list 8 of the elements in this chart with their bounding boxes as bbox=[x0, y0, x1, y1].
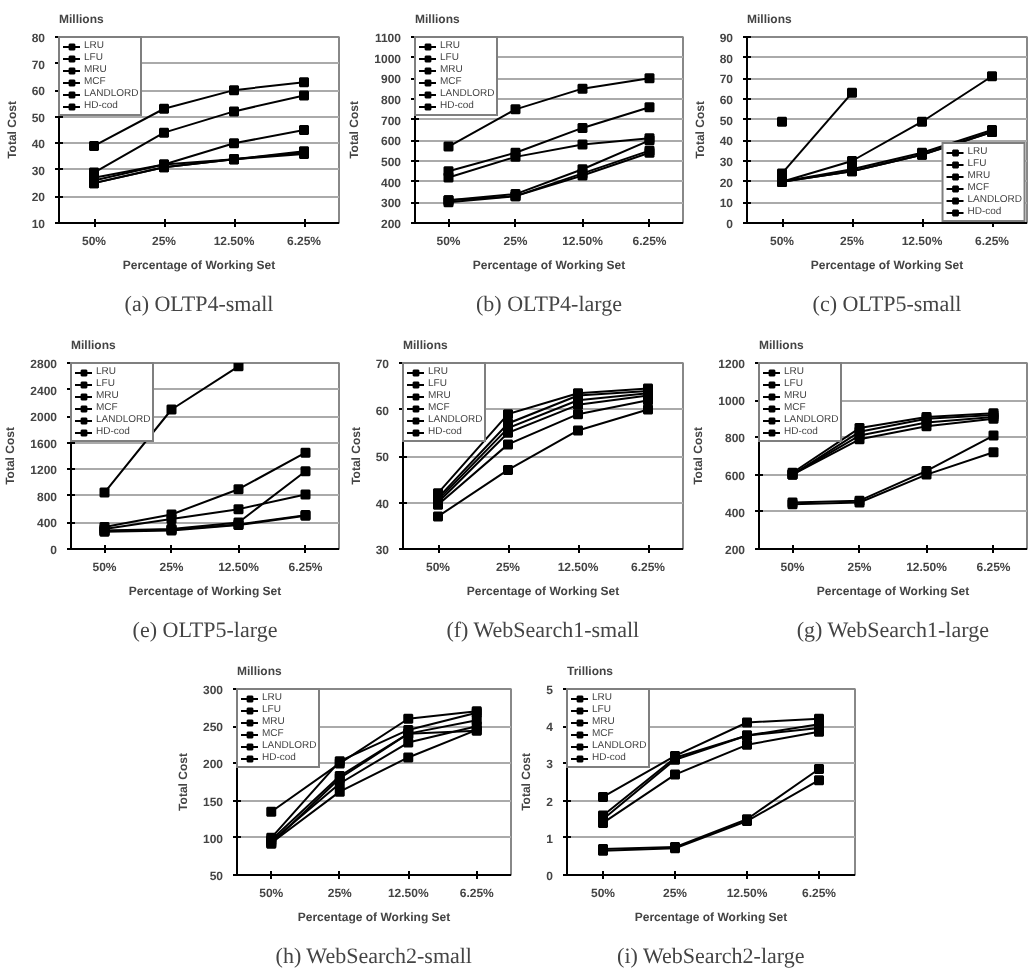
text: (c) OLTP5-small bbox=[812, 293, 962, 317]
text: (g) WebSearch1-large bbox=[796, 619, 990, 643]
text: (b) OLTP4-large bbox=[475, 293, 623, 317]
text: (e) OLTP5-large bbox=[132, 619, 278, 643]
text: (f) WebSearch1-small bbox=[446, 619, 640, 643]
text: (h) WebSearch2-small bbox=[275, 945, 472, 969]
text: (a) OLTP4-small bbox=[124, 293, 274, 317]
text: (i) WebSearch2-large bbox=[617, 945, 805, 969]
